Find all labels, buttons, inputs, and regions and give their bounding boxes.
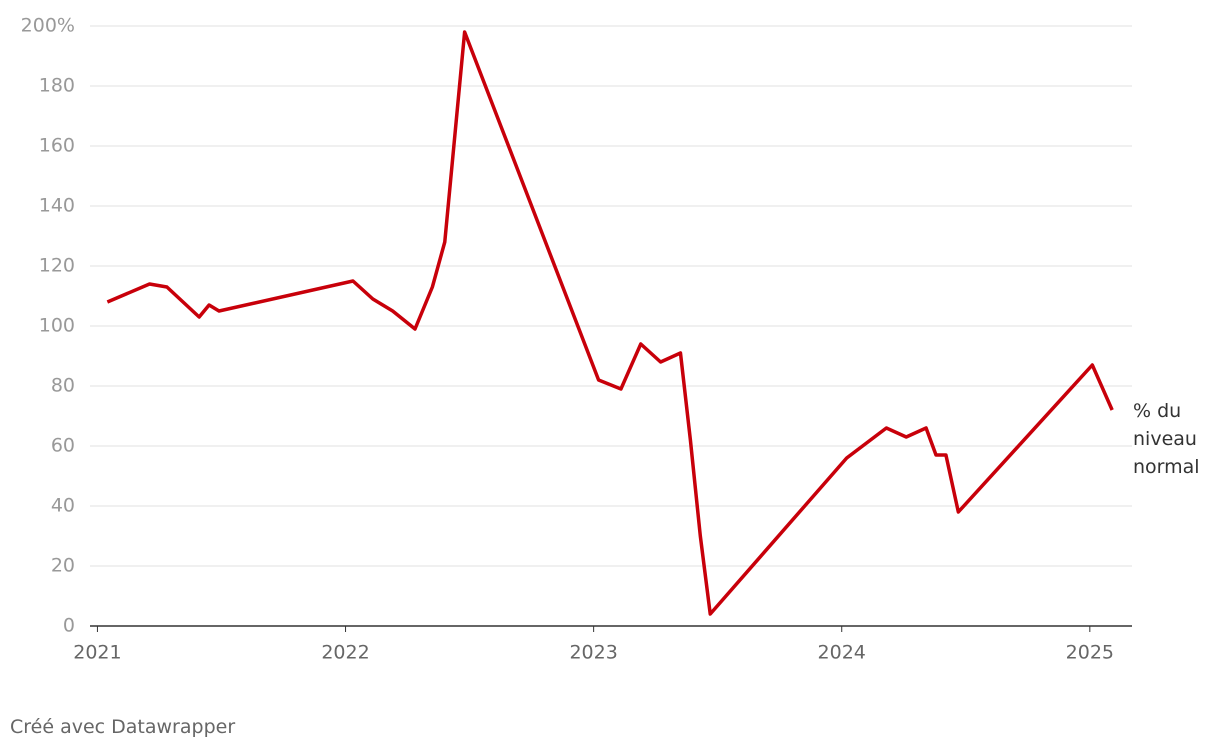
y-tick-label: 200% <box>21 15 75 37</box>
y-tick-label: 120 <box>39 255 75 277</box>
x-tick-label: 2024 <box>818 642 866 664</box>
line <box>106 30 1114 616</box>
annotation: % du niveau normal <box>1133 400 1200 478</box>
y-tick-label: 60 <box>51 435 75 457</box>
y-tick-label: 180 <box>39 75 75 97</box>
y-tick-label: 40 <box>51 495 75 517</box>
y-tick-label: 140 <box>39 195 75 217</box>
y-tick-label: 80 <box>51 375 75 397</box>
x-tick-label: 2021 <box>73 642 121 664</box>
y-tick-label: 20 <box>51 555 75 577</box>
y-tick-label: 0 <box>63 615 75 637</box>
x-tick-label: 2023 <box>569 642 617 664</box>
x-tick-label: 2025 <box>1066 642 1114 664</box>
y-tick-label: 160 <box>39 135 75 157</box>
y-tick-label: 100 <box>39 315 75 337</box>
source: Créé avec Datawrapper <box>10 716 236 738</box>
x-tick-label: 2022 <box>321 642 369 664</box>
